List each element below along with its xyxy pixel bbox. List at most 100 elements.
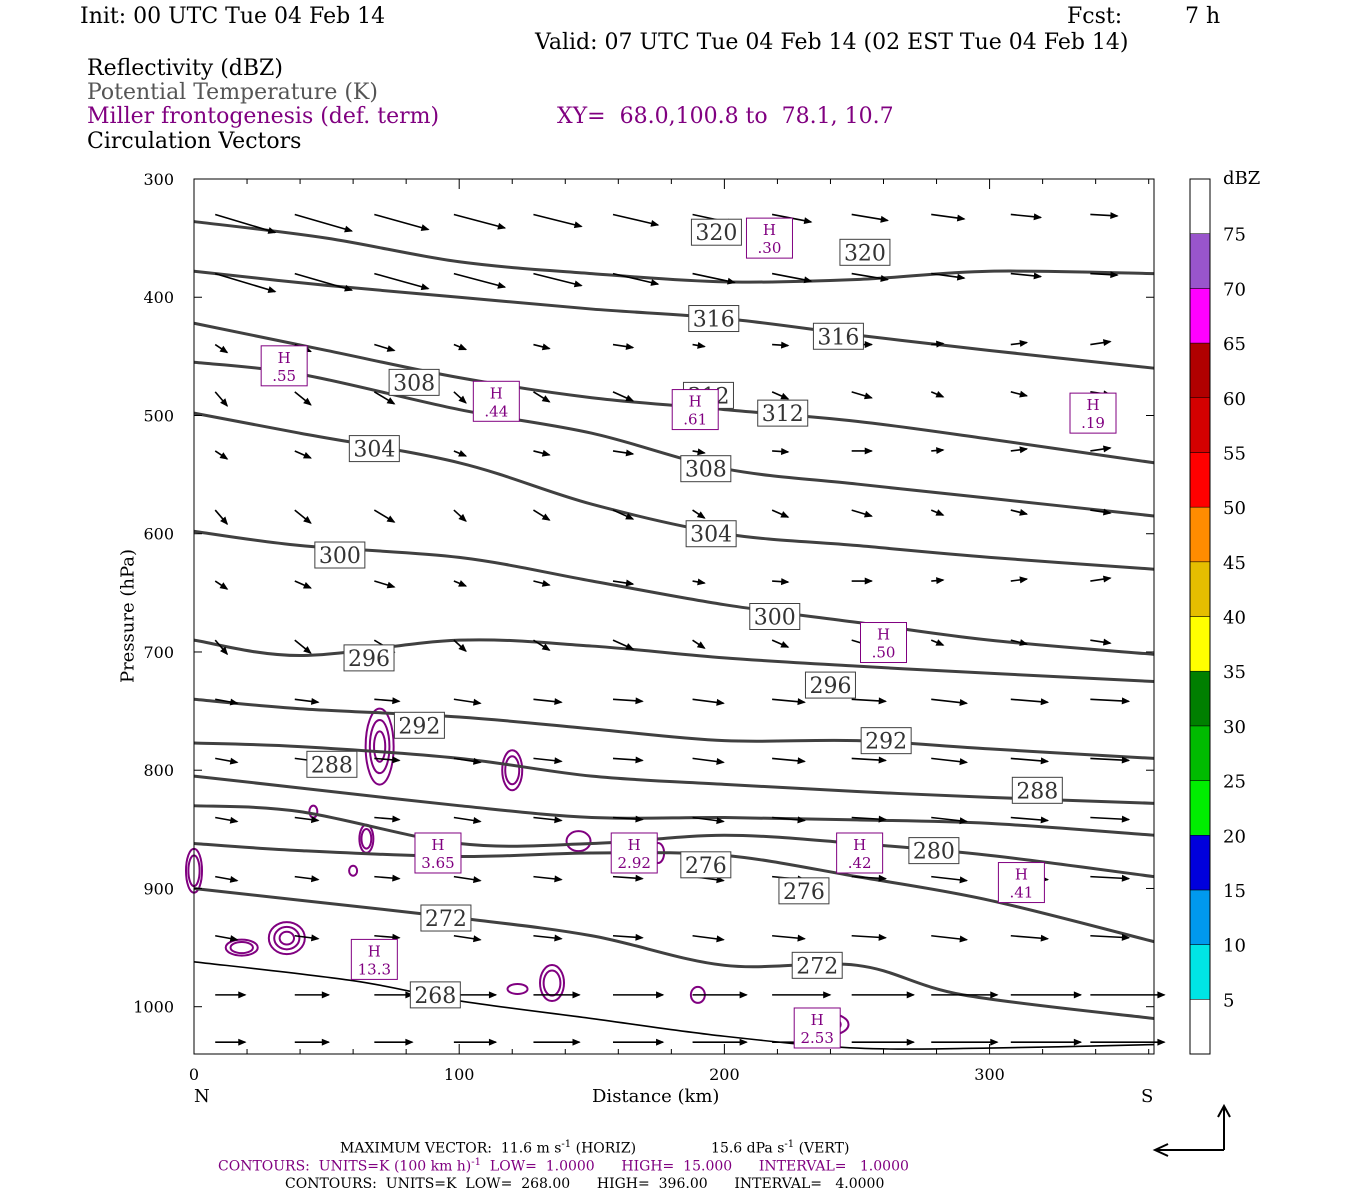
theta-label-text: 300 [754, 606, 796, 631]
circulation-vector-head [716, 935, 725, 943]
circulation-vector-head [780, 341, 790, 349]
circulation-vector-head [1121, 933, 1131, 941]
circulation-vector-head [321, 1038, 331, 1046]
circulation-vector-head [878, 697, 887, 705]
circulation-vector-head [386, 397, 396, 405]
theta-label-text: 320 [844, 241, 886, 266]
legend-reflectivity: Reflectivity (dBZ) [87, 56, 283, 81]
fronto-contour [229, 940, 254, 955]
circulation-vector-head [458, 343, 468, 351]
colorbar-label: 70 [1223, 279, 1246, 300]
theta-label-text: 316 [693, 308, 735, 333]
colorbar-segment [1189, 452, 1211, 508]
colorbar-label: 50 [1223, 498, 1246, 519]
circulation-vector [533, 213, 582, 228]
colorbar-segment [1189, 835, 1211, 891]
circulation-vector-head [878, 874, 887, 882]
fronto-max-value: 13.3 [358, 960, 391, 978]
footer-theta-contours: CONTOURS: UNITS=K LOW= 268.00 HIGH= 396.… [285, 1176, 885, 1192]
circulation-vector-head [656, 1038, 665, 1046]
circulation-vector-head [650, 220, 660, 227]
circulation-vector-head [497, 222, 507, 230]
theta-label-272: 272 [420, 904, 472, 932]
colorbar-segment [1189, 944, 1211, 1000]
y-tick-label: 500 [143, 406, 174, 425]
fronto-max-h: H [1086, 396, 1099, 414]
fronto-max-box [836, 832, 884, 874]
circulation-vector-head [220, 398, 229, 407]
theta-label-text: 276 [685, 854, 727, 879]
circulation-vector-head [420, 283, 430, 291]
circulation-vector-head [541, 449, 551, 457]
theta-label-text: 304 [690, 523, 732, 548]
circulation-vector-head [635, 815, 644, 823]
fronto-max-value: .19 [1081, 414, 1105, 432]
circulation-vector-head [1110, 212, 1119, 220]
theta-label-292: 292 [860, 727, 912, 755]
circulation-vector [374, 272, 429, 290]
x-tick-label: 100 [444, 1065, 475, 1084]
circulation-vector-head [267, 286, 277, 293]
circulation-vector-head [497, 281, 507, 289]
fronto-max-marker: H.55 [260, 345, 308, 387]
circulation-vector-head [864, 447, 873, 455]
colorbar-label: 65 [1223, 334, 1246, 355]
fronto-max-h: H [368, 942, 381, 960]
theta-label-316: 316 [812, 322, 864, 350]
circulation-vector-head [573, 221, 583, 229]
fronto-max-box [350, 938, 398, 980]
y-tick-label: 700 [143, 643, 174, 662]
circulation-vector-head [880, 215, 889, 223]
theta-label-text: 308 [685, 458, 727, 483]
theta-label-text: 280 [913, 840, 955, 865]
theta-label-text: 272 [425, 907, 467, 932]
circulation-vector-head [803, 217, 813, 225]
theta-label-box [388, 368, 440, 396]
theta-contour-280 [193, 804, 1155, 879]
colorbar-label: 60 [1223, 389, 1246, 410]
circulation-vector-head [797, 757, 806, 765]
fronto-max-h: H [811, 1011, 824, 1029]
circulation-vector-head [864, 510, 873, 518]
theta-label-text: 292 [865, 730, 907, 755]
theta-label-box [778, 877, 830, 905]
fronto-contour [278, 930, 296, 946]
circulation-vector-head [1033, 213, 1043, 221]
circulation-vector-head [392, 697, 401, 705]
colorbar-label: 20 [1223, 826, 1246, 847]
circulation-vector-head [219, 582, 229, 590]
theta-label-box [839, 238, 891, 266]
circulation-vector-head [906, 991, 915, 999]
colorbar-segment [1189, 780, 1211, 836]
circulation-vector-head [716, 876, 725, 884]
circulation-vector-head [220, 516, 229, 526]
theta-label-box [804, 671, 856, 699]
colorbar-segment [1189, 233, 1211, 289]
y-tick-label: 1000 [133, 998, 174, 1017]
theta-label-312: 312 [757, 399, 809, 427]
fronto-max-h: H [278, 349, 291, 367]
colorbar-label: 40 [1223, 608, 1246, 629]
circulation-vector-head [956, 273, 966, 281]
fronto-max-h: H [1015, 866, 1028, 884]
circulation-vector-head [697, 578, 706, 586]
circulation-vector-head [472, 935, 482, 943]
circulation-vector-head [906, 1038, 915, 1046]
circulation-vector-head [229, 698, 239, 706]
theta-label-box [690, 218, 742, 246]
circulation-vector-head [238, 991, 247, 999]
fronto-max-value: .55 [272, 367, 296, 385]
circulation-vector-head [386, 581, 396, 589]
theta-label-268: 268 [409, 981, 461, 1009]
fronto-contour [273, 925, 301, 951]
circulation-vector [533, 272, 582, 287]
theta-contours [193, 220, 1155, 1050]
y-tick-label: 800 [143, 761, 174, 780]
circulation-vector [453, 213, 506, 229]
circulation-vector [453, 272, 506, 288]
circulation-vector-head [1102, 508, 1112, 516]
theta-label-box [685, 520, 737, 548]
circulation-vector [294, 213, 352, 232]
circulation-vector-head [386, 515, 396, 523]
theta-contour-312 [193, 321, 1155, 465]
